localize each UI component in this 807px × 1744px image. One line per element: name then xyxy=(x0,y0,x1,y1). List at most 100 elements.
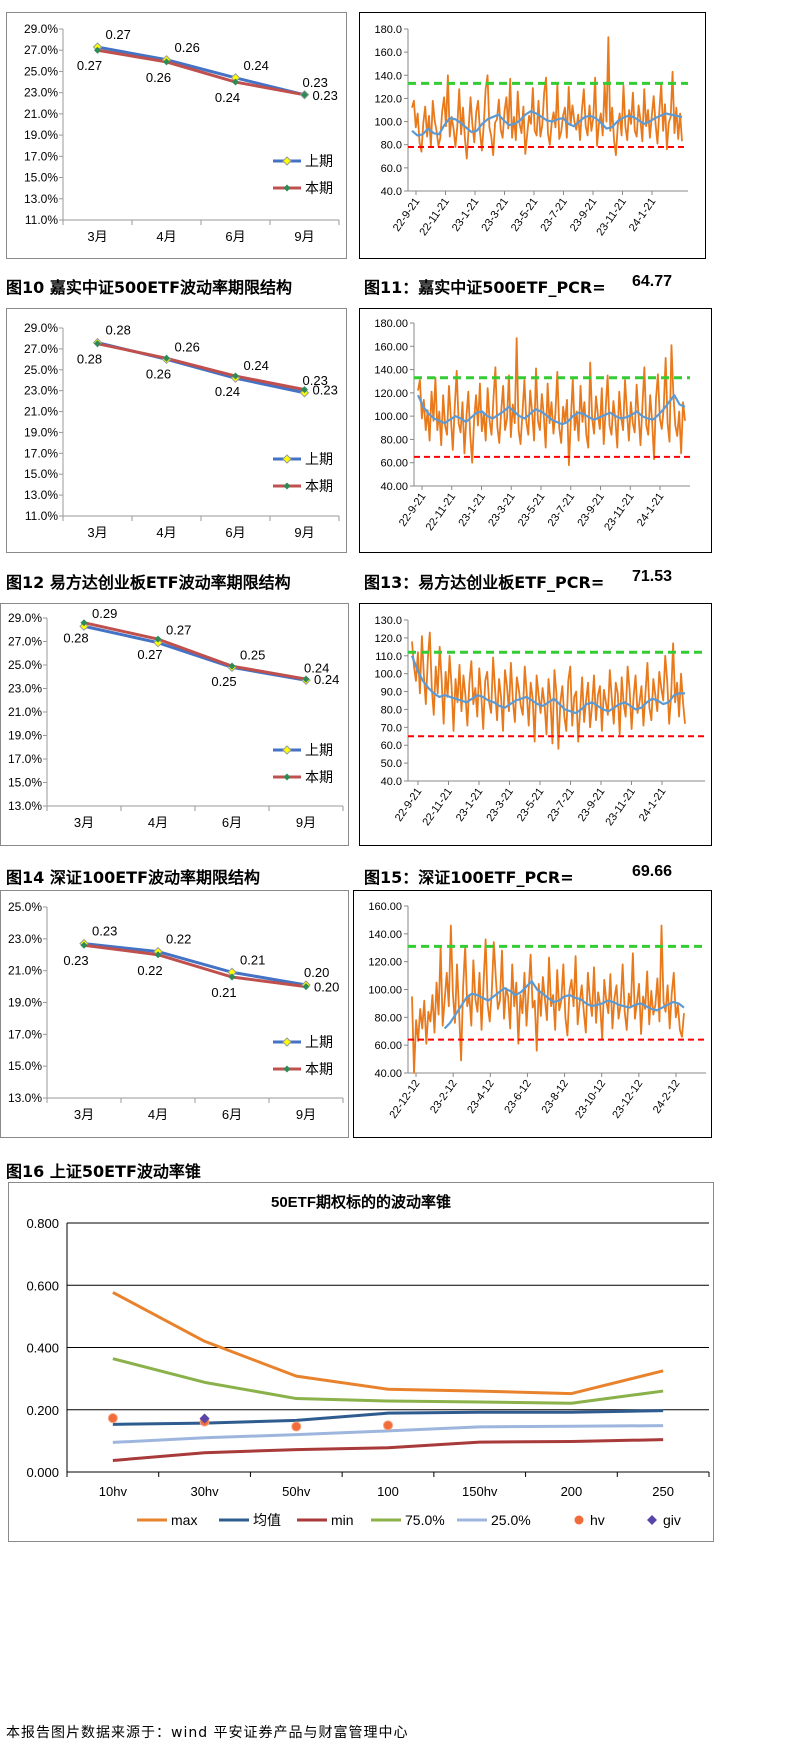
legend-label: 75.0% xyxy=(405,1512,445,1528)
x-tick-label: 4月 xyxy=(156,229,176,244)
x-tick-label: 3月 xyxy=(74,815,94,830)
pcr-chart-1: 180.0160.0140.0120.0100.080.060.040.022-… xyxy=(374,24,688,238)
x-tick-label: 23-7-21 xyxy=(545,786,577,824)
legend-label: min xyxy=(331,1512,354,1528)
data-label-curr: 0.21 xyxy=(211,985,236,1000)
x-tick-label: 9月 xyxy=(294,229,314,244)
data-label-curr: 0.28 xyxy=(77,352,102,367)
y-tick-label: 80.0 xyxy=(381,704,402,716)
marker-curr xyxy=(302,983,310,991)
legend-marker-prev xyxy=(282,1037,292,1047)
x-tick-label: 22-9-21 xyxy=(393,786,425,824)
y-tick-label: 21.0% xyxy=(8,964,42,978)
hv-point xyxy=(383,1420,393,1431)
figure-15-caption: 图15：深证100ETF_PCR= xyxy=(364,868,574,887)
y-tick-label: 90.0 xyxy=(381,687,402,699)
series-line-0 xyxy=(112,1291,664,1396)
y-tick-label: 60.00 xyxy=(380,458,408,470)
y-tick-label: 120.00 xyxy=(368,957,402,969)
y-tick-label: 160.0 xyxy=(374,47,402,59)
x-tick-label: 23-3-21 xyxy=(486,491,518,529)
y-tick-label: 140.00 xyxy=(374,365,408,377)
pcr-panel-2: 180.00 160.00 140.00 120.00 100.00 80.00 60.00… xyxy=(359,308,712,553)
legend-label: max xyxy=(171,1512,197,1528)
y-tick-label: 13.0% xyxy=(24,192,58,206)
term-structure-panel-3: 29.0% 27.0% 25.0% 23.0% 21.0% 19.0% 17.0% 15.0%… xyxy=(0,603,349,846)
volatility-cone-panel: 50ETF期权标的的波动率锥 0.800 0.600 0.400 0.200 0.000 1… xyxy=(8,1182,714,1542)
x-tick-label: 150hv xyxy=(462,1484,498,1499)
x-tick-label: 22-9-21 xyxy=(397,491,429,529)
y-tick-label: 40.0 xyxy=(381,186,402,198)
y-tick-label: 27.0% xyxy=(24,342,58,356)
x-tick-label: 23-12-12 xyxy=(610,1078,645,1121)
data-label-prev: 0.24 xyxy=(244,58,269,73)
series-line-curr xyxy=(97,48,305,97)
legend-marker-curr xyxy=(283,184,291,192)
marker-curr xyxy=(232,78,239,86)
data-label-prev: 0.22 xyxy=(166,932,191,947)
y-tick-label: 23.0% xyxy=(24,384,58,398)
data-label-curr: 0.25 xyxy=(211,674,236,689)
series-line-4 xyxy=(112,1424,664,1444)
y-tick-label: 0.800 xyxy=(26,1216,59,1231)
y-tick-label: 17.0% xyxy=(8,1027,42,1041)
y-tick-label: 27.0% xyxy=(24,43,58,57)
x-tick-label: 23-5-21 xyxy=(509,196,541,234)
x-tick-label: 23-1-21 xyxy=(454,786,486,824)
y-tick-label: 100.00 xyxy=(374,411,408,423)
x-tick-label: 23-6-12 xyxy=(502,1078,534,1116)
y-tick-label: 13.0% xyxy=(24,488,58,502)
y-tick-label: 160.00 xyxy=(374,341,408,353)
figure-16-caption: 图16 上证50ETF波动率锥 xyxy=(6,1162,201,1181)
series-line-prev xyxy=(83,942,307,987)
pcr-chart-2: 180.00 160.00 140.00 120.00 100.00 80.00 60.00… xyxy=(374,318,690,533)
x-tick-label: 23-9-21 xyxy=(575,491,607,529)
x-tick-label: 3月 xyxy=(74,1107,94,1122)
data-label-curr: 0.26 xyxy=(146,70,171,85)
y-tick-label: 11.0% xyxy=(25,213,58,227)
y-tick-label: 130.0 xyxy=(374,615,402,627)
x-tick-label: 250 xyxy=(652,1484,674,1499)
legend-label-prev: 上期 xyxy=(305,1034,333,1050)
marker-curr xyxy=(80,619,88,627)
y-tick-label: 0.600 xyxy=(26,1278,59,1293)
data-label-prev: 0.29 xyxy=(92,606,117,621)
y-tick-label: 80.00 xyxy=(380,434,408,446)
hv-point xyxy=(291,1421,302,1432)
data-label-curr: 0.27 xyxy=(137,647,162,662)
x-tick-label: 6月 xyxy=(225,229,245,244)
y-tick-label: 17.0% xyxy=(8,752,42,766)
y-tick-label: 60.0 xyxy=(381,740,402,752)
x-tick-label: 6月 xyxy=(222,815,242,830)
x-tick-label: 10hv xyxy=(99,1484,128,1499)
marker-curr xyxy=(163,354,170,362)
x-tick-label: 23-8-12 xyxy=(539,1078,571,1116)
pcr-moving-average-line xyxy=(410,655,685,715)
y-tick-label: 23.0% xyxy=(24,86,58,100)
giv-point xyxy=(199,1413,210,1424)
data-label-prev: 0.23 xyxy=(303,75,328,90)
legend-label-curr: 本期 xyxy=(305,1061,333,1077)
pcr-series-line xyxy=(417,337,686,466)
data-label-curr: 0.24 xyxy=(215,90,240,105)
legend-label-curr: 本期 xyxy=(305,180,333,196)
x-tick-label: 22-11-21 xyxy=(424,491,459,533)
y-tick-label: 70.0 xyxy=(381,722,402,734)
y-tick-label: 25.0% xyxy=(24,363,58,377)
x-tick-label: 100 xyxy=(377,1484,399,1499)
y-tick-label: 40.0 xyxy=(381,776,402,788)
x-tick-label: 200 xyxy=(561,1484,583,1499)
volatility-cone-chart: 50ETF期权标的的波动率锥 0.800 0.600 0.400 0.200 0.000 1… xyxy=(26,1193,710,1528)
x-tick-label: 22-11-21 xyxy=(420,786,455,828)
legend-swatch xyxy=(574,1515,584,1525)
y-tick-label: 19.0% xyxy=(8,996,42,1010)
marker-curr xyxy=(228,973,236,981)
data-label-curr: 0.24 xyxy=(215,384,240,399)
x-tick-label: 23-5-21 xyxy=(516,491,548,529)
pcr-series-line xyxy=(411,631,686,750)
legend-label: 25.0% xyxy=(491,1512,531,1528)
data-label-prev: 0.25 xyxy=(240,647,265,662)
pcr-panel-4: 160.00 140.00 120.00 100.00 80.00 60.00 40.00 2… xyxy=(353,890,712,1138)
legend-label-prev: 上期 xyxy=(305,451,333,467)
y-tick-label: 21.0% xyxy=(24,107,58,121)
